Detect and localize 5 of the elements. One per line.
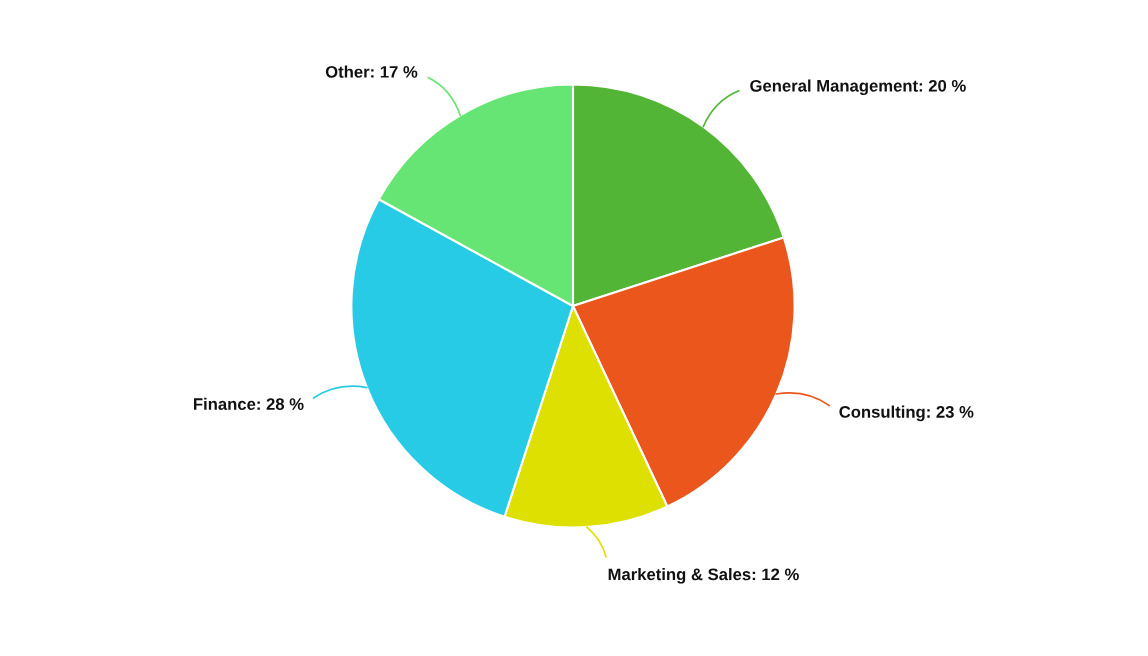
slice-label: Other: 17 %	[325, 65, 418, 78]
slice-label: Finance: 28 %	[194, 397, 304, 410]
slice-label: Marketing & Sales: 12 %	[608, 568, 799, 584]
slice-label: Consulting: 23 %	[839, 405, 974, 422]
slice-label: General Management: 20 %	[750, 79, 966, 96]
